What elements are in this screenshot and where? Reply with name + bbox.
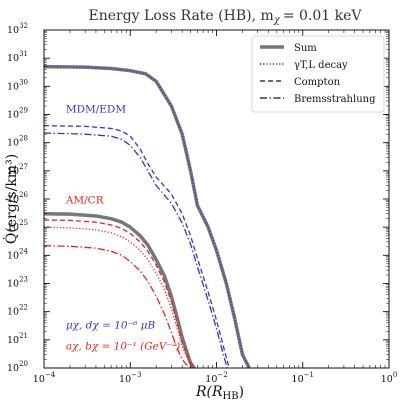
y-tick-label: 1024 (7, 247, 29, 261)
series-mdm-edm-decay (44, 66, 250, 368)
y-tick-label: 1021 (7, 332, 28, 346)
y-axis-label: Q̇(erg/s/km³) (2, 154, 20, 244)
y-tick-label: 1032 (7, 22, 28, 36)
chart-title-value: = 0.01 keV (283, 8, 363, 24)
x-axis-label-sub: HB (223, 391, 239, 402)
x-tick-label: 10−3 (119, 371, 141, 385)
series-am-cr-sum (44, 211, 196, 368)
legend-label-compton: Compton (294, 77, 341, 88)
tick-label-layer: 10−4 10−3 10−2 10−1 100 1020 1021 1022 1023 1024 1… (7, 22, 397, 385)
legend: Sum γT,L decay Compton Bremsstrahlung (251, 35, 385, 113)
x-tick-label: 10−4 (33, 371, 56, 385)
annotation-mdm-edm: MDM/EDM (66, 103, 127, 115)
chart-title-math: χ (273, 15, 281, 26)
y-tick-label: 1023 (7, 276, 28, 290)
series-layer (44, 64, 251, 368)
y-tick-label: 1029 (7, 107, 28, 121)
series-mdm-edm-compton (44, 125, 230, 368)
y-tick-label: 1026 (7, 191, 29, 205)
annotation-am-cr: AM/CR (65, 194, 105, 206)
series-mdm-edm-brems (44, 132, 228, 368)
y-tick-label: 1027 (7, 163, 28, 177)
y-tick-label: 1031 (7, 50, 28, 64)
x-tick-label: 100 (381, 371, 398, 385)
x-axis-label: R(RHB) (195, 384, 244, 402)
x-axis-label-close: ) (239, 384, 244, 400)
x-axis-label-text: R(R (195, 384, 223, 400)
annotation-mdm-coupling: μχ, dχ = 10⁻⁶ μB (66, 320, 156, 332)
x-tick-label: 10−2 (205, 371, 227, 385)
series-am-cr-decay (44, 226, 196, 368)
annotation-am-coupling: aχ, bχ = 10⁻¹ (GeV⁻²) (66, 341, 180, 353)
y-tick-label: 1020 (7, 360, 28, 374)
series-am-cr-brems (44, 245, 195, 368)
y-tick-label: 1028 (7, 135, 28, 149)
legend-label-brems: Bremsstrahlung (294, 94, 376, 105)
y-tick-label: 1030 (7, 78, 28, 92)
legend-label-decay: γT,L decay (294, 60, 348, 71)
chart-title: Energy Loss Rate (HB), mχ = 0.01 keV (89, 8, 363, 26)
series-am-cr-compton (44, 219, 196, 368)
legend-box (251, 35, 385, 113)
y-tick-label: 1025 (7, 219, 28, 233)
x-tick-label: 10−1 (292, 371, 314, 385)
chart-title-text: Energy Loss Rate (HB), m (89, 8, 274, 24)
y-tick-label: 1022 (7, 304, 28, 318)
legend-label-sum: Sum (294, 43, 317, 54)
